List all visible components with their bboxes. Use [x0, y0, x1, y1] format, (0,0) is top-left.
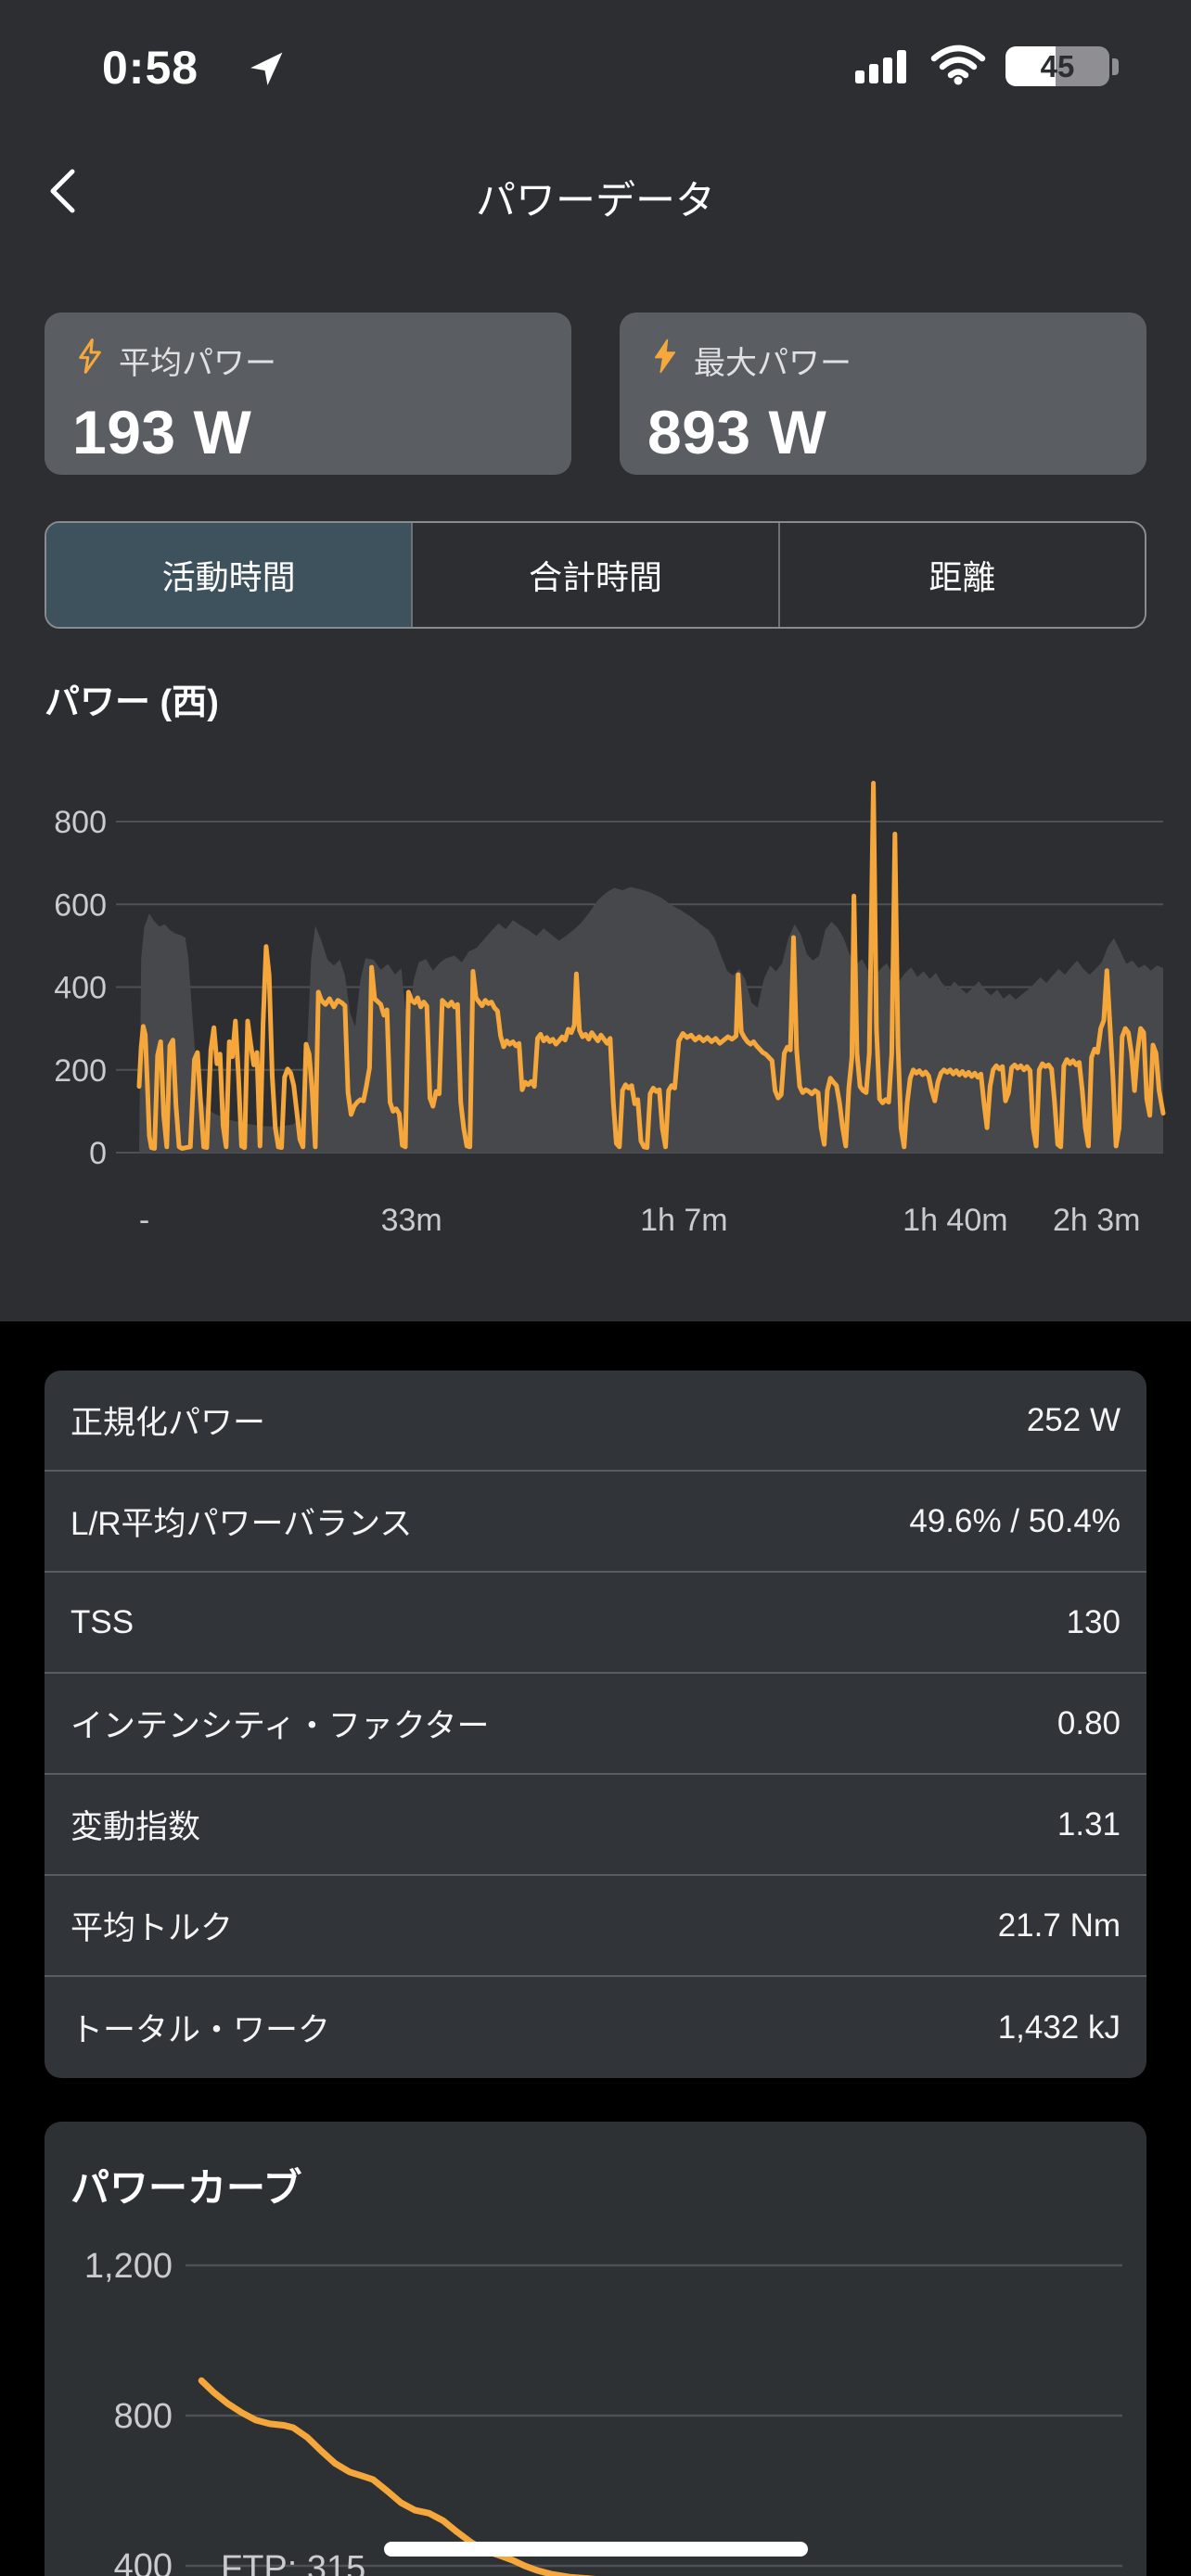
status-bar: 0:58 45	[0, 0, 1191, 102]
wifi-icon	[929, 41, 987, 92]
cellular-signal-icon	[855, 46, 915, 83]
table-row[interactable]: 平均トルク 21.7 Nm	[45, 1876, 1146, 1977]
stat-value: 1,432 kJ	[997, 2009, 1121, 2046]
tab-activity-time[interactable]: 活動時間	[46, 523, 414, 627]
table-row[interactable]: 変動指数 1.31	[45, 1775, 1146, 1876]
table-row[interactable]: L/R平均パワーバランス 49.6% / 50.4%	[45, 1472, 1146, 1573]
svg-text:1h 40m: 1h 40m	[903, 1203, 1007, 1238]
chevron-left-icon	[45, 169, 82, 221]
tab-distance[interactable]: 距離	[928, 558, 996, 596]
svg-text:2h 3m: 2h 3m	[1053, 1203, 1141, 1238]
power-curve-title: パワーカーブ	[70, 2166, 302, 2210]
tab-total-time[interactable]: 合計時間	[413, 523, 780, 627]
svg-text:200: 200	[54, 1053, 107, 1089]
stat-label: 変動指数	[70, 1809, 201, 1845]
stat-value: 252 W	[1026, 1401, 1121, 1438]
stat-label: インテンシティ・ファクター	[70, 1708, 490, 1744]
max-power-value: 893 W	[647, 398, 827, 466]
power-curve-chart[interactable]: 1,200 800 400 FTP: 315	[45, 2122, 1146, 2576]
svg-text:-: -	[139, 1203, 149, 1238]
location-arrow-icon	[246, 48, 287, 94]
table-row[interactable]: トータル・ワーク 1,432 kJ	[45, 1977, 1146, 2078]
table-row[interactable]: TSS 130	[45, 1573, 1146, 1674]
svg-text:800: 800	[114, 2397, 173, 2436]
stat-label: L/R平均パワーバランス	[70, 1506, 413, 1542]
power-line-chart[interactable]: 800 600 400 200 0- 33m 1h 7m 1h 40m 2h 3m	[0, 770, 1191, 1252]
stat-label: トータル・ワーク	[70, 2012, 331, 2048]
time-mode-tabs: 活動時間 合計時間 距離	[45, 521, 1146, 629]
avg-power-value: 193 W	[72, 398, 252, 466]
avg-power-card: 平均パワー 193 W	[45, 312, 571, 475]
stat-value: 130	[1066, 1603, 1121, 1640]
max-power-label: 最大パワー	[694, 346, 852, 381]
bolt-filled-icon	[647, 337, 683, 384]
stat-value: 21.7 Nm	[997, 1906, 1121, 1944]
back-button[interactable]	[45, 165, 100, 221]
power-data-section: 0:58 45	[0, 0, 1191, 1321]
battery-percent: 45	[1040, 48, 1075, 83]
svg-text:1,200: 1,200	[84, 2247, 173, 2286]
battery-fill	[1005, 46, 1056, 86]
svg-text:600: 600	[54, 887, 107, 923]
stat-value: 49.6% / 50.4%	[909, 1502, 1121, 1539]
svg-text:800: 800	[54, 805, 107, 840]
table-row[interactable]: インテンシティ・ファクター 0.80	[45, 1674, 1146, 1775]
page-title: パワーデータ	[476, 179, 715, 223]
power-chart-title: パワー (西)	[45, 683, 219, 722]
stat-value: 0.80	[1057, 1704, 1121, 1741]
stat-label: 平均トルク	[70, 1910, 234, 1946]
svg-text:400: 400	[54, 971, 107, 1006]
stat-label: TSS	[70, 1603, 134, 1640]
svg-text:0: 0	[89, 1136, 107, 1171]
svg-text:33m: 33m	[381, 1203, 442, 1238]
stat-value: 1.31	[1057, 1805, 1121, 1843]
max-power-card: 最大パワー 893 W	[620, 312, 1146, 475]
svg-text:400: 400	[114, 2547, 173, 2576]
table-row[interactable]: 正規化パワー 252 W	[45, 1371, 1146, 1472]
battery-cap	[1112, 58, 1119, 75]
power-curve-card: パワーカーブ 1,200 800 400 FTP: 315	[45, 2122, 1146, 2576]
svg-text:FTP: 315: FTP: 315	[221, 2549, 365, 2576]
bolt-outline-icon	[72, 337, 108, 384]
battery-icon: 45	[1005, 46, 1109, 86]
stat-label: 正規化パワー	[70, 1405, 266, 1441]
summary-cards: 平均パワー 193 W 最大パワー 893 W	[45, 312, 1146, 475]
status-time: 0:58	[102, 42, 199, 94]
power-stats-table: 正規化パワー 252 W L/R平均パワーバランス 49.6% / 50.4% …	[45, 1371, 1146, 2078]
avg-power-label: 平均パワー	[119, 346, 276, 381]
home-indicator[interactable]	[384, 2542, 808, 2557]
svg-text:1h 7m: 1h 7m	[640, 1203, 728, 1238]
